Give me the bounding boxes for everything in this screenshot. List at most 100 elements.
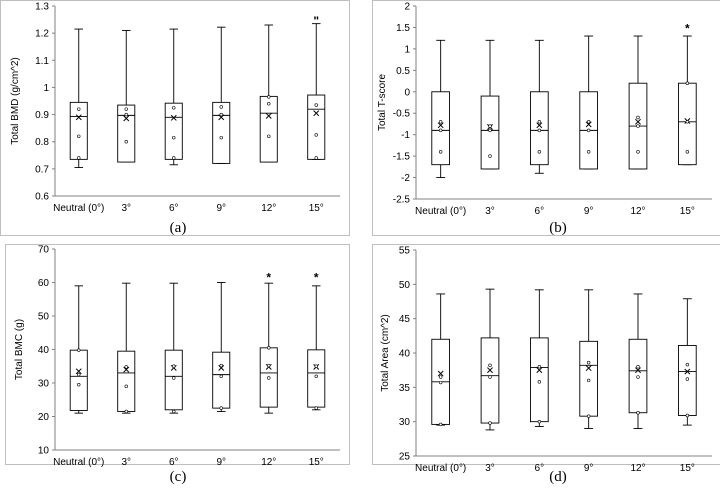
x-tick-label: 9° [216,203,226,214]
x-tick-label: 9° [584,463,594,474]
data-point [586,128,591,133]
significance-marker: " [313,14,319,28]
x-tick-label: 3° [121,203,131,214]
data-point [267,102,271,106]
x-tick-label: Neutral (0°) [415,463,466,474]
x-tick-label: 12° [261,457,276,468]
chart-panel-4: 25 30 35 40 45 50 55 Total Area (cm^2) Neutral (… [372,244,720,485]
data-point [219,135,223,140]
data-point [586,378,591,383]
box-6 [678,35,697,166]
data-point [636,411,640,415]
y-tick-label: 60 [38,278,50,289]
y-tick-label: 25 [399,452,411,463]
data-point [267,363,271,368]
significance-marker: * [266,270,271,284]
chart-panel-2: -2.5 -2 -1.5 -1 -0.5 0 0.5 1 1.5 2 Total T-score Ne… [372,0,720,236]
data-point [77,382,81,387]
data-point [172,156,176,160]
mean-x-stroke [437,122,444,129]
data-point [172,135,176,140]
data-point [314,406,318,410]
y-tick-label: 70 [38,245,50,256]
box-body [579,340,598,417]
data-point [685,150,690,154]
x-tick-label: 12° [630,206,645,217]
mean-marker [635,118,641,125]
data-point [488,363,492,368]
box-body [117,104,136,163]
data-point [537,128,542,133]
data-point [77,348,81,352]
mean-x-stroke [536,122,543,129]
data-point [636,365,640,369]
y-tick-label: 30 [38,379,50,390]
mean-marker [635,367,641,374]
mean-x-stroke [123,115,130,122]
box-3 [164,28,183,166]
y-tick-label: -1.5 [393,152,411,163]
data-point [438,375,443,379]
box-3 [530,39,549,174]
box-body [212,101,231,164]
box-6 [307,285,326,411]
x-tick-label: 3° [485,463,495,474]
mean-x-stroke [123,366,130,373]
panel-caption: (b) [549,220,567,236]
y-tick-label: 35 [399,383,411,394]
data-point [438,150,443,154]
mean-marker [437,370,444,377]
mean-x-stroke [218,364,225,371]
data-point [219,374,223,378]
mean-marker [585,365,592,372]
data-point [636,124,640,128]
x-tick-label: 6° [535,206,545,217]
box-6 [307,23,326,160]
x-tick-label: 9° [584,206,594,217]
x-tick-label: 3° [485,206,495,217]
mean-x-stroke [75,114,82,121]
data-point [314,156,318,160]
mean-marker [684,368,691,375]
mean-x-stroke [313,110,320,117]
data-point [537,380,542,384]
box-body [164,349,183,411]
y-axis-label: Total T-score [377,74,388,131]
data-point [219,363,223,368]
data-point [586,120,591,124]
box-1 [431,293,450,427]
data-point [685,362,690,367]
box-6 [678,298,697,426]
mean-marker [265,112,272,119]
data-point [537,419,542,424]
data-point [219,406,223,410]
y-tick-label: -0.5 [393,109,411,120]
data-point [124,365,128,369]
box-1 [69,285,88,414]
y-tick-label: 1 [43,83,49,94]
data-point [124,384,128,389]
box-2 [117,282,136,414]
box-body [530,337,549,423]
y-axis-label: Total BMD (g/cm^2) [10,57,21,145]
mean-x-stroke [487,367,493,374]
y-tick-label: -1 [401,130,410,141]
x-tick-label: 15° [309,457,324,468]
mean-x-stroke [170,114,177,121]
data-point [586,360,591,365]
data-point [488,375,492,379]
data-point [267,376,271,380]
x-tick-label: Neutral (0°) [415,206,466,217]
data-point [488,124,492,128]
data-point [77,134,81,138]
mean-x-stroke [585,365,592,372]
box-2 [480,288,500,431]
mean-marker [75,114,82,121]
box-body [69,101,88,160]
y-tick-label: 20 [38,412,50,423]
box-body [480,337,500,424]
panel-caption: (d) [549,469,567,485]
y-tick-label: -2.5 [393,195,411,206]
data-point [77,372,81,377]
